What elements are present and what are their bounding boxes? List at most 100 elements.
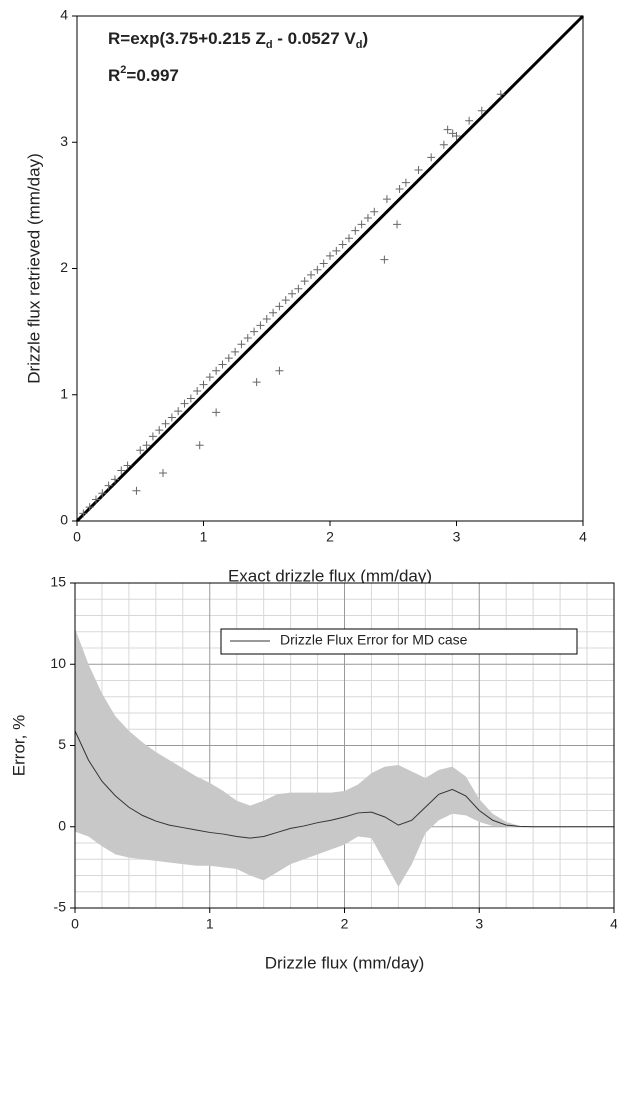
scatter-point bbox=[231, 347, 240, 356]
scatter-point bbox=[252, 378, 261, 387]
scatter-point bbox=[148, 432, 157, 441]
y-tick-label: 15 bbox=[50, 574, 66, 590]
scatter-point bbox=[269, 308, 278, 317]
scatter-point bbox=[250, 327, 259, 336]
y-tick-label: 1 bbox=[60, 385, 68, 401]
scatter-point bbox=[496, 90, 505, 99]
scatter-point bbox=[465, 116, 474, 125]
y-tick-label: 0 bbox=[58, 817, 66, 833]
r-squared-part: R bbox=[108, 66, 120, 85]
scatter-point bbox=[132, 486, 141, 495]
r-squared-part: =0.997 bbox=[126, 66, 178, 85]
x-tick-label: 3 bbox=[453, 529, 461, 545]
r-squared: R2=0.997 bbox=[108, 64, 179, 86]
scatter-point bbox=[275, 302, 284, 311]
scatter-point bbox=[370, 207, 379, 216]
scatter-point bbox=[351, 226, 360, 235]
legend-label: Drizzle Flux Error for MD case bbox=[280, 632, 468, 648]
scatter-point bbox=[256, 321, 265, 330]
y-tick-label: 5 bbox=[58, 736, 66, 752]
y-tick-label: -5 bbox=[54, 899, 67, 915]
y-tick-label: 10 bbox=[50, 655, 66, 671]
x-tick-label: 1 bbox=[200, 529, 208, 545]
scatter-point bbox=[212, 366, 221, 375]
scatter-point bbox=[136, 446, 145, 455]
scatter-point bbox=[195, 441, 204, 450]
scatter-point bbox=[439, 140, 448, 149]
x-tick-label: 4 bbox=[610, 916, 617, 932]
scatter-point bbox=[218, 360, 227, 369]
scatter-point bbox=[85, 503, 94, 512]
legend-box bbox=[220, 628, 578, 655]
scatter-point bbox=[281, 296, 290, 305]
scatter-point bbox=[159, 469, 168, 478]
scatter-point bbox=[174, 407, 183, 416]
equation-part: R=exp(3.75+0.215 Z bbox=[108, 29, 266, 48]
scatter-point bbox=[393, 220, 402, 229]
y-tick-label: 2 bbox=[60, 259, 68, 275]
x-axis-title: Drizzle flux (mm/day) bbox=[265, 953, 425, 972]
equation-part: - 0.0527 V bbox=[273, 29, 357, 48]
scatter-point bbox=[186, 394, 195, 403]
scatter-point bbox=[452, 131, 461, 140]
x-tick-label: 3 bbox=[475, 916, 483, 932]
scatter-point bbox=[123, 461, 132, 470]
scatter-point bbox=[338, 240, 347, 249]
scatter-point bbox=[363, 214, 372, 222]
axes: 0 1 2 3 4 0 1 2 3 4 bbox=[60, 7, 587, 545]
scatter-point bbox=[212, 408, 221, 417]
x-tick-label: 1 bbox=[206, 916, 214, 932]
scatter-point bbox=[104, 481, 113, 490]
scatter-point bbox=[395, 184, 404, 193]
y-tick-label: 4 bbox=[60, 7, 68, 23]
scatter-point bbox=[380, 255, 389, 264]
scatter-point bbox=[199, 380, 208, 389]
y-axis-title: Drizzle flux retrieved (mm/day) bbox=[24, 153, 43, 384]
fit-line bbox=[75, 14, 585, 523]
scatter-point bbox=[110, 475, 119, 484]
scatter-point bbox=[313, 265, 322, 274]
plot-frame-top bbox=[74, 582, 615, 909]
scatter-point bbox=[180, 399, 189, 408]
x-axis-title: Exact drizzle flux (mm/day) bbox=[228, 566, 432, 585]
scatter-point bbox=[142, 441, 151, 450]
legend: Drizzle Flux Error for MD case bbox=[220, 628, 578, 655]
x-tick-label: 2 bbox=[326, 529, 334, 545]
y-tick-label: 3 bbox=[60, 133, 68, 149]
scatter-point bbox=[205, 373, 214, 382]
scatter-point bbox=[224, 354, 233, 363]
scatter-point bbox=[98, 489, 107, 498]
scatter-point bbox=[427, 153, 436, 162]
scatter-point bbox=[332, 246, 341, 255]
equation-subscript: d bbox=[266, 39, 273, 51]
scatter-point bbox=[357, 220, 366, 229]
x-tick-label: 0 bbox=[71, 916, 79, 932]
scatter-point bbox=[307, 270, 316, 279]
y-tick-label: 0 bbox=[60, 512, 68, 528]
scatter-point bbox=[237, 340, 246, 349]
x-tick-label: 0 bbox=[73, 529, 81, 545]
x-tick-label: 2 bbox=[341, 916, 349, 932]
scatter-point bbox=[414, 166, 423, 175]
equation: R=exp(3.75+0.215 Zd - 0.0527 Vd) bbox=[108, 29, 368, 50]
y-axis-title: Error, % bbox=[9, 715, 28, 776]
scatter-point bbox=[91, 495, 100, 504]
scatter-point bbox=[262, 315, 271, 323]
r-squared-superscript: 2 bbox=[120, 64, 126, 76]
scatter-point bbox=[155, 426, 164, 435]
scatter-point bbox=[288, 289, 297, 298]
scatter-point bbox=[401, 178, 410, 187]
top-panel: R=exp(3.75+0.215 Zd - 0.0527 Vd) R2=0.99… bbox=[108, 29, 368, 85]
scatter-point bbox=[382, 195, 391, 204]
equation-subscript: d bbox=[356, 39, 363, 51]
scatter-point bbox=[79, 509, 88, 518]
scatter-point bbox=[275, 366, 284, 375]
scatter-point bbox=[319, 259, 328, 268]
scatter-point bbox=[117, 466, 126, 475]
scatter-point bbox=[161, 419, 170, 428]
scatter-point bbox=[300, 277, 309, 286]
x-tick-label: 4 bbox=[579, 529, 587, 545]
scatter-point bbox=[243, 333, 252, 342]
